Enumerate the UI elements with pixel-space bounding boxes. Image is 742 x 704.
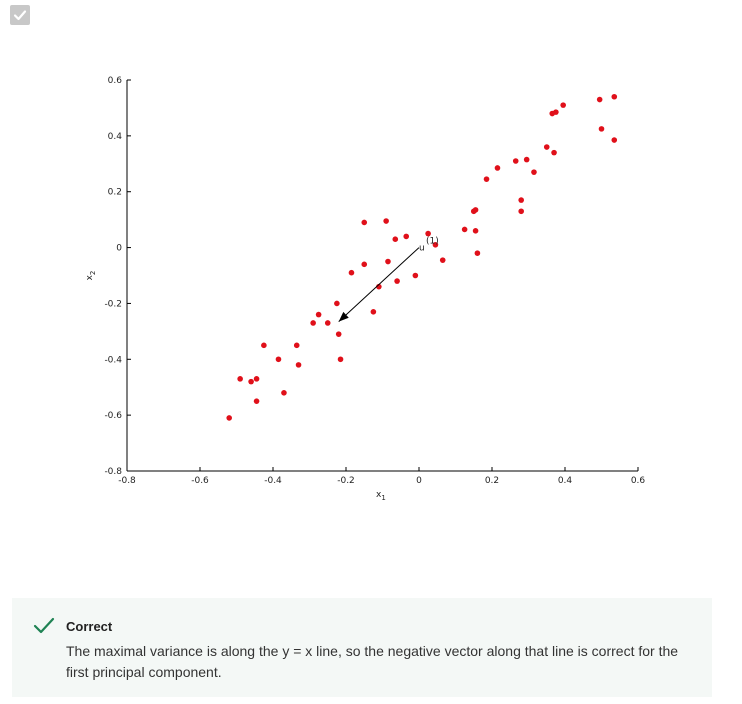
data-point [315, 311, 322, 318]
data-point [543, 144, 550, 150]
data-point [310, 320, 316, 326]
feedback-message: The maximal variance is along the y = x … [66, 643, 679, 680]
data-point [483, 176, 490, 182]
data-point [494, 165, 501, 171]
x-tick-label: -0.6 [191, 476, 209, 486]
feedback-panel: Correct The maximal variance is along th… [12, 598, 712, 697]
data-point [611, 137, 618, 143]
data-point [596, 96, 603, 103]
chart-ticks: -0.8 -0.6 -0.4 -0.2 0 0.2 0.4 0.6 -0.8 -0.6 -0.4 -0… [104, 76, 645, 486]
y-tick-label: 0 [116, 244, 122, 254]
data-point [518, 197, 524, 203]
y-tick-label: 0.6 [108, 76, 123, 86]
answer-checkbox[interactable] [10, 5, 30, 25]
data-point [551, 149, 557, 156]
checkmark-icon [13, 10, 27, 21]
x-tick-label: -0.8 [118, 476, 136, 486]
x-axis-label: x1 [376, 490, 386, 502]
data-point [281, 390, 287, 396]
data-point [253, 376, 260, 382]
vector-line [338, 247, 420, 322]
y-tick-label: 0.2 [108, 188, 122, 198]
data-point [383, 218, 389, 224]
data-point [474, 250, 481, 256]
data-point [275, 356, 282, 363]
data-point [324, 320, 331, 326]
data-point [394, 278, 400, 284]
feedback-title: Correct [66, 619, 113, 634]
data-point [598, 126, 605, 132]
chart-points [226, 93, 618, 421]
data-point [337, 356, 344, 363]
data-point [237, 376, 243, 382]
data-point [293, 342, 300, 349]
x-tick-label: -0.4 [264, 476, 282, 486]
data-point [425, 230, 431, 237]
x-tick-label: -0.2 [337, 476, 355, 486]
correct-check-icon [33, 617, 55, 634]
data-point [295, 362, 302, 368]
principal-component-vector: u(1) [338, 237, 439, 322]
data-point [560, 102, 566, 108]
data-point [253, 398, 260, 404]
data-point [531, 169, 537, 175]
vector-label: u [419, 244, 425, 254]
data-point [512, 158, 519, 164]
data-point [472, 207, 479, 213]
y-tick-label: -0.6 [104, 411, 122, 421]
data-point [412, 272, 419, 279]
y-tick-label: 0.4 [108, 132, 123, 142]
data-point [370, 309, 377, 315]
x-tick-label: 0 [416, 476, 422, 486]
vector-label-superscript: (1) [426, 237, 439, 247]
data-point [248, 378, 254, 385]
y-tick-label: -0.2 [104, 299, 122, 309]
chart-axes [126, 80, 638, 472]
data-point [334, 300, 340, 307]
data-point [385, 258, 391, 265]
data-point [553, 109, 559, 115]
x-tick-label: 0.2 [485, 476, 499, 486]
data-point [432, 241, 439, 248]
data-point [461, 226, 468, 233]
x-tick-label: 0.4 [558, 476, 573, 486]
data-point [335, 331, 342, 337]
y-axis-label: x2 [85, 271, 97, 281]
data-point [361, 261, 368, 268]
y-tick-label: -0.4 [104, 355, 122, 365]
data-point [472, 228, 479, 234]
data-point [518, 208, 524, 215]
data-point [523, 156, 530, 163]
data-point [403, 233, 410, 240]
y-tick-label: -0.8 [104, 467, 122, 477]
data-point [226, 415, 232, 421]
data-point [348, 269, 355, 276]
data-point [361, 219, 368, 226]
x-tick-label: 0.6 [631, 476, 646, 486]
scatter-chart: -0.8 -0.6 -0.4 -0.2 0 0.2 0.4 0.6 -0.8 -0.6 -0.4 -0… [85, 76, 645, 502]
vector-arrowhead [338, 311, 349, 322]
data-point [439, 257, 446, 263]
data-point [611, 93, 618, 100]
data-point [392, 236, 399, 242]
data-point [261, 342, 267, 349]
